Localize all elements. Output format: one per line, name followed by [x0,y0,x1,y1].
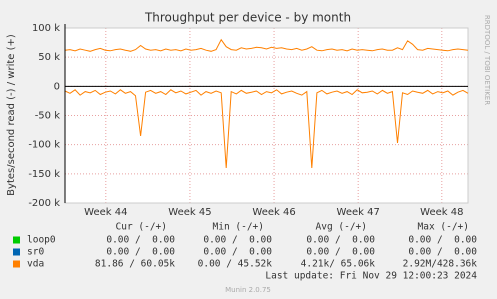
legend-stat: 2.92M/428.36k [403,259,478,270]
legend-stat: 0.00 / 0.00 [203,235,272,246]
legend-stat: 0.00 / 0.00 [106,247,175,258]
y-tick-label: -100 k [28,140,60,151]
legend-stat: 0.00 / 0.00 [408,235,477,246]
legend-stat: 0.00 / 0.00 [306,235,375,246]
legend-stat: 0.00 / 45.52k [198,259,273,270]
legend-stat: 81.86 / 60.05k [95,259,175,270]
y-tick-label: 50 k [38,52,60,63]
y-tick-label: 100 k [32,23,60,34]
legend-header: Cur (-/+) [116,222,167,233]
legend-header: Min (-/+) [213,222,264,233]
x-tick-label: Week 46 [252,207,295,218]
y-tick-label: -150 k [28,169,60,180]
legend-swatch [13,236,20,244]
x-tick-label: Week 48 [420,207,463,218]
x-tick-label: Week 47 [337,207,380,218]
legend-stat: 0.00 / 0.00 [408,247,477,258]
data-line [64,89,469,169]
legend-header: Max (-/+) [418,222,469,233]
legend-header: Avg (-/+) [316,222,367,233]
last-update: Last update: Fri Nov 29 12:00:23 2024 [265,271,477,282]
legend-stat: 0.00 / 0.00 [106,235,175,246]
x-tick-label: Week 45 [168,207,211,218]
legend-name: vda [27,259,44,270]
legend-swatch [13,260,20,268]
y-tick-label: 0 [54,81,60,92]
x-tick-label: Week 44 [84,207,127,218]
legend-name: sr0 [27,247,44,258]
chart-title: Throughput per device - by month [144,11,351,25]
legend-swatch [13,248,20,256]
legend-stat: 4.21k/ 65.06k [301,259,376,270]
y-axis-label: Bytes/second read (-) / write (+) [6,34,17,196]
legend-name: loop0 [27,235,56,246]
footer: Munin 2.0.75 [225,286,271,294]
legend-stat: 0.00 / 0.00 [306,247,375,258]
y-tick-label: -50 k [35,111,61,122]
side-label: RRDTOOL / TOBI OETIKER [483,15,491,105]
data-line [64,38,469,52]
legend-stat: 0.00 / 0.00 [203,247,272,258]
y-tick-label: -200 k [28,198,60,209]
